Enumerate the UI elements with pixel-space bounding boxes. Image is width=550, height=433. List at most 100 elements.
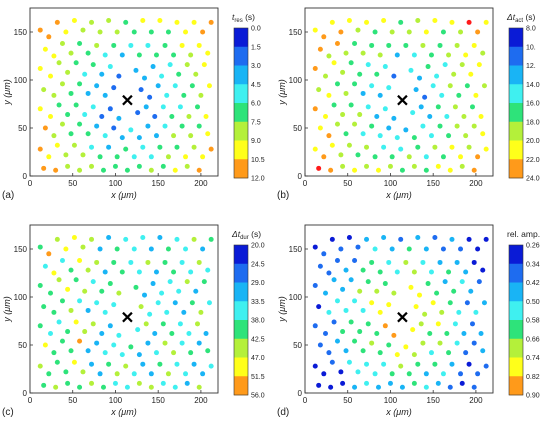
data-point — [403, 127, 409, 133]
data-point — [112, 380, 118, 386]
data-point — [128, 259, 134, 265]
data-point — [432, 361, 438, 367]
data-point — [107, 281, 113, 287]
data-point — [162, 259, 168, 265]
data-point — [346, 17, 352, 23]
colorbar-tick-label: 0.34 — [526, 261, 540, 268]
data-point — [369, 123, 375, 129]
colorbar-segment — [509, 103, 523, 123]
data-point — [181, 309, 187, 315]
colorbar-tick-label: 3.0 — [251, 63, 261, 70]
panel-2: 0 50 100 150 200 0 50 100 150 x (μm) y (μm) (b) 8.0 1… — [277, 7, 540, 201]
data-point — [94, 300, 100, 306]
data-point — [37, 282, 43, 288]
data-point — [179, 259, 185, 265]
data-point — [68, 348, 74, 354]
data-point — [68, 50, 74, 56]
y-tick-label: 100 — [289, 76, 303, 85]
data-point — [343, 131, 349, 137]
data-point — [428, 133, 434, 139]
data-point — [201, 279, 207, 285]
data-point — [410, 327, 416, 333]
data-point — [208, 146, 214, 152]
data-point — [427, 113, 433, 119]
data-point — [37, 106, 43, 112]
data-point — [148, 29, 154, 35]
x-tick-label: 0 — [28, 179, 33, 188]
x-tick-label: 150 — [152, 179, 166, 188]
data-point — [428, 350, 434, 356]
data-point — [128, 42, 134, 48]
data-point — [346, 234, 352, 240]
data-point — [147, 94, 153, 100]
data-point — [37, 146, 43, 152]
colorbar-title: rel. amp. — [507, 229, 540, 239]
data-point — [458, 246, 464, 252]
colorbar-segment — [509, 46, 523, 66]
data-point — [157, 361, 163, 367]
data-point — [437, 340, 443, 346]
colorbar-tick-label: 4.5 — [251, 82, 261, 89]
y-tick-label: 100 — [14, 293, 28, 302]
data-point — [364, 144, 370, 150]
data-point — [352, 258, 358, 264]
data-point — [415, 144, 421, 150]
data-point — [94, 83, 100, 89]
data-point — [326, 92, 332, 98]
data-point — [440, 246, 446, 252]
data-point — [391, 73, 397, 79]
data-point — [203, 113, 209, 119]
data-point — [138, 87, 144, 93]
data-point — [90, 62, 96, 68]
colorbar-title: tres (s) — [232, 12, 255, 24]
data-point — [54, 19, 60, 25]
data-point — [107, 64, 113, 70]
x-tick-label: 200 — [194, 179, 208, 188]
data-point — [73, 277, 79, 283]
data-point — [382, 323, 388, 329]
data-point — [481, 83, 487, 89]
data-point — [42, 46, 48, 52]
data-point — [123, 363, 129, 369]
colorbar-tick-label: 14.0 — [526, 82, 540, 89]
data-point — [420, 123, 426, 129]
data-point — [321, 371, 327, 377]
data-point — [375, 167, 381, 173]
x-axis-label: x (μm) — [385, 190, 411, 200]
colorbar-segment — [509, 65, 523, 85]
data-point — [316, 382, 322, 388]
data-point — [464, 83, 470, 89]
data-point — [160, 104, 166, 110]
data-point — [114, 154, 120, 160]
data-point — [73, 102, 79, 108]
data-point — [447, 167, 453, 173]
data-point — [165, 371, 171, 377]
data-point — [360, 348, 366, 354]
data-point — [90, 279, 96, 285]
data-point — [456, 309, 462, 315]
data-point — [201, 62, 207, 68]
data-point — [140, 144, 146, 150]
data-point — [355, 369, 361, 375]
data-point — [189, 83, 195, 89]
data-point — [334, 81, 340, 87]
data-point — [387, 163, 393, 169]
colorbar-title: Δtdur (s) — [231, 229, 261, 241]
data-point — [343, 307, 349, 313]
data-point — [174, 236, 180, 242]
data-point — [422, 311, 428, 317]
data-point — [59, 298, 65, 304]
data-point — [102, 92, 108, 98]
panel-1: 0 50 100 150 200 0 50 100 150 x (μm) y (μm) (a) 0.0 1… — [2, 7, 265, 201]
colorbar-segment — [509, 263, 523, 283]
colorbar-segment — [234, 46, 248, 66]
x-tick-label: 50 — [343, 179, 352, 188]
data-point — [172, 167, 178, 173]
data-point — [90, 321, 96, 327]
data-point — [164, 309, 170, 315]
colorbar-tick-label: 8.0 — [526, 26, 536, 33]
data-point — [174, 19, 180, 25]
data-point — [188, 269, 194, 275]
data-point — [100, 167, 106, 173]
data-point — [406, 29, 412, 35]
